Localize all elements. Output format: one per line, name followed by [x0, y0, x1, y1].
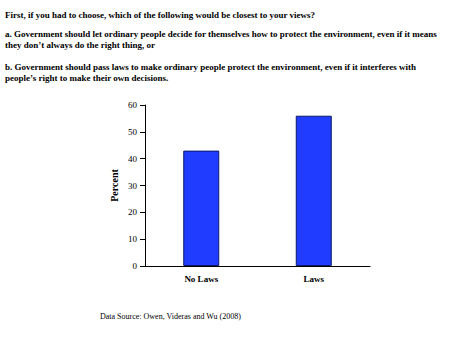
svg-text:40: 40 [128, 154, 138, 164]
svg-text:Laws: Laws [303, 274, 324, 284]
svg-text:50: 50 [128, 127, 138, 137]
svg-text:10: 10 [128, 234, 138, 244]
svg-text:Percent: Percent [109, 169, 120, 202]
svg-text:No Laws: No Laws [184, 274, 218, 284]
svg-text:a. Government should let ordin: a. Government should let ordinary people… [5, 29, 439, 39]
svg-text:60: 60 [128, 100, 138, 110]
svg-text:0: 0 [133, 261, 138, 271]
svg-text:people’s right to make their o: people’s right to make their own decisio… [5, 73, 168, 83]
svg-text:First, if you had to choose, w: First, if you had to choose, which of th… [5, 10, 315, 20]
svg-text:20: 20 [128, 207, 138, 217]
svg-text:they don’t always do the right: they don’t always do the right thing, or [5, 40, 155, 50]
svg-text:Data Source: Owen, Videras and: Data Source: Owen, Videras and Wu (2008) [100, 312, 241, 321]
svg-text:b. Government should pass laws: b. Government should pass laws to make o… [5, 62, 418, 72]
svg-text:30: 30 [128, 181, 138, 191]
